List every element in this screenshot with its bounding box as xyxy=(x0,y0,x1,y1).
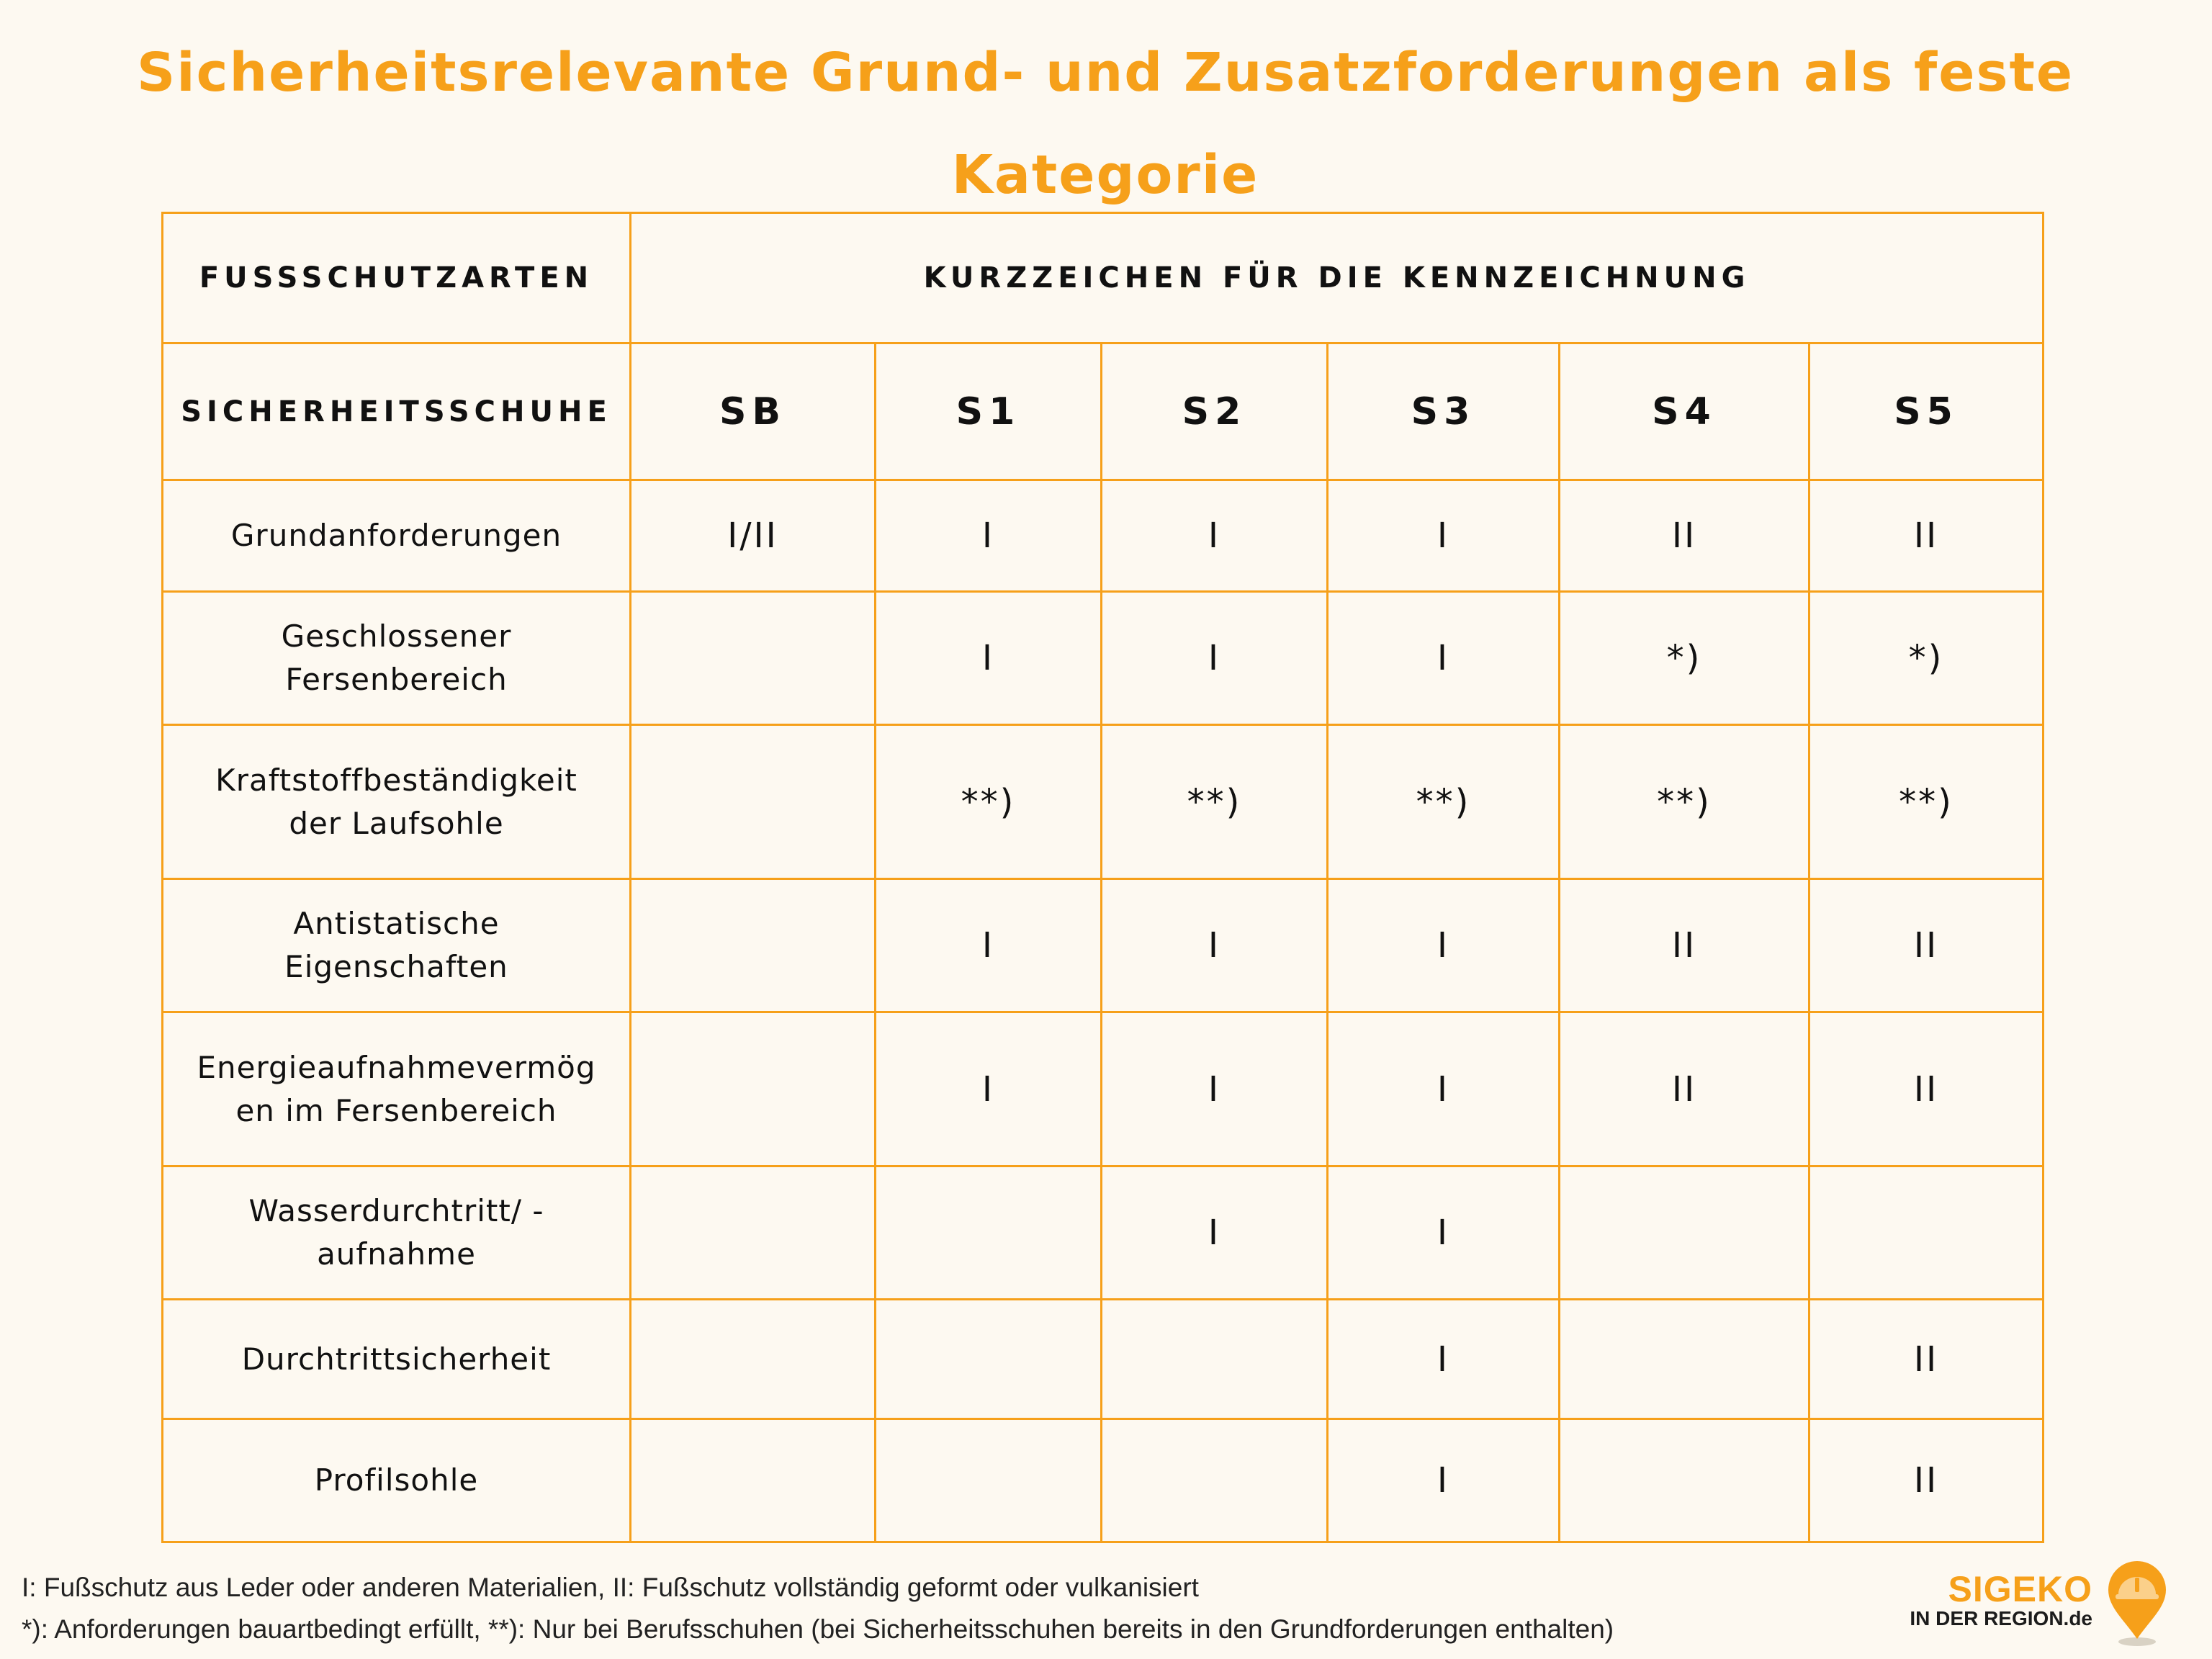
row-label: Antistatische Eigenschaften xyxy=(161,878,631,1013)
row-label-line: Eigenschaften xyxy=(284,949,508,984)
cell-sb xyxy=(629,1165,876,1300)
code-s1: S1 xyxy=(874,342,1102,481)
row-label-line: en im Fersenbereich xyxy=(235,1092,557,1128)
cell-s5 xyxy=(1807,1165,2045,1300)
code-sb: SB xyxy=(629,342,876,481)
cell-s4: **) xyxy=(1558,724,1810,880)
cell-s3: I xyxy=(1326,878,1560,1013)
cell-s3: I xyxy=(1326,590,1560,726)
cell-s4: II xyxy=(1558,479,1810,593)
row-label: Geschlossener Fersenbereich xyxy=(161,590,631,726)
logo-name: SIGEKO xyxy=(1948,1569,2092,1609)
code-s2: S2 xyxy=(1100,342,1328,481)
table-row: Durchtrittsicherheit I II xyxy=(161,1298,2045,1420)
header-footwear-types: FUSSSCHUTZARTEN xyxy=(161,212,631,344)
cell-sb xyxy=(629,590,876,726)
code-s5: S5 xyxy=(1807,342,2045,481)
row-label: Durchtrittsicherheit xyxy=(161,1298,631,1420)
table-row: Grundanforderungen I/II I I I II II xyxy=(161,479,2045,593)
codes-row: SICHERHEITSSCHUHE SB S1 S2 S3 S4 S5 xyxy=(161,342,2045,481)
cell-s2: I xyxy=(1100,1165,1328,1300)
footnotes: I: Fußschutz aus Leder oder anderen Mate… xyxy=(22,1567,1614,1650)
footnote-material-legend: I: Fußschutz aus Leder oder anderen Mate… xyxy=(22,1573,1199,1602)
cell-s4 xyxy=(1558,1418,1810,1543)
cell-s5: II xyxy=(1807,479,2045,593)
footnote-asterisk-legend: *): Anforderungen bauartbedingt erfüllt,… xyxy=(22,1614,1614,1644)
row-label-line: aufnahme xyxy=(317,1236,476,1272)
cell-s2: I xyxy=(1100,590,1328,726)
row-label-line: Kraftstoffbeständigkeit xyxy=(215,762,577,798)
cell-sb xyxy=(629,1011,876,1167)
cell-s2 xyxy=(1100,1298,1328,1420)
cell-s1: I xyxy=(874,878,1102,1013)
row-label-line: Geschlossener xyxy=(281,619,512,654)
row-label-line: Antistatische xyxy=(293,906,500,941)
table-row: Energieaufnahmevermög en im Fersenbereic… xyxy=(161,1011,2045,1167)
cell-sb xyxy=(629,1418,876,1543)
page-title: Sicherheitsrelevante Grund- und Zusatzfo… xyxy=(86,22,2124,226)
title-line-2: Kategorie xyxy=(951,144,1259,206)
cell-s1 xyxy=(874,1418,1102,1543)
code-s3: S3 xyxy=(1326,342,1560,481)
cell-s3: I xyxy=(1326,1011,1560,1167)
table-row: Kraftstoffbeständigkeit der Laufsohle **… xyxy=(161,724,2045,880)
title-line-1: Sicherheitsrelevante Grund- und Zusatzfo… xyxy=(136,42,2074,104)
cell-s3: I xyxy=(1326,1165,1560,1300)
table-row: Geschlossener Fersenbereich I I I *) *) xyxy=(161,590,2045,726)
code-s4: S4 xyxy=(1558,342,1810,481)
cell-s3: **) xyxy=(1326,724,1560,880)
cell-s4: *) xyxy=(1558,590,1810,726)
row-label-line: der Laufsohle xyxy=(289,805,504,841)
row-label: Profilsohle xyxy=(161,1418,631,1543)
requirements-table: FUSSSCHUTZARTEN KURZZEICHEN FÜR DIE KENN… xyxy=(161,212,2045,1543)
cell-s5: II xyxy=(1807,1298,2045,1420)
cell-sb: I/II xyxy=(629,479,876,593)
cell-s2: I xyxy=(1100,479,1328,593)
cell-s4 xyxy=(1558,1298,1810,1420)
table-row: Profilsohle I II xyxy=(161,1418,2045,1543)
cell-s4: II xyxy=(1558,878,1810,1013)
header-row: FUSSSCHUTZARTEN KURZZEICHEN FÜR DIE KENN… xyxy=(161,212,2045,344)
cell-s2: I xyxy=(1100,1011,1328,1167)
row-label: Kraftstoffbeständigkeit der Laufsohle xyxy=(161,724,631,880)
header-marking-codes: KURZZEICHEN FÜR DIE KENNZEICHNUNG xyxy=(629,212,2045,344)
subheader-safety-shoes: SICHERHEITSSCHUHE xyxy=(161,342,631,481)
row-label: Energieaufnahmevermög en im Fersenbereic… xyxy=(161,1011,631,1167)
row-label: Grundanforderungen xyxy=(161,479,631,593)
cell-s2 xyxy=(1100,1418,1328,1543)
cell-s5: II xyxy=(1807,1418,2045,1543)
cell-s3: I xyxy=(1326,1298,1560,1420)
sigeko-logo: SIGEKO IN DER REGION.de xyxy=(1910,1555,2193,1649)
cell-s4: II xyxy=(1558,1011,1810,1167)
cell-sb xyxy=(629,1298,876,1420)
cell-s1: I xyxy=(874,479,1102,593)
cell-s5: II xyxy=(1807,1011,2045,1167)
row-label: Wasserdurchtritt/ - aufnahme xyxy=(161,1165,631,1300)
cell-s5: **) xyxy=(1807,724,2045,880)
location-pin-hardhat-icon xyxy=(2108,1561,2166,1646)
cell-s3: I xyxy=(1326,1418,1560,1543)
cell-s5: II xyxy=(1807,878,2045,1013)
row-label-line: Wasserdurchtritt/ - xyxy=(248,1193,544,1228)
cell-s1 xyxy=(874,1165,1102,1300)
cell-s1: I xyxy=(874,1011,1102,1167)
cell-s1: I xyxy=(874,590,1102,726)
cell-s1: **) xyxy=(874,724,1102,880)
cell-sb xyxy=(629,878,876,1013)
cell-s2: I xyxy=(1100,878,1328,1013)
table-row: Antistatische Eigenschaften I I I II II xyxy=(161,878,2045,1013)
cell-s2: **) xyxy=(1100,724,1328,880)
cell-s4 xyxy=(1558,1165,1810,1300)
row-label-line: Energieaufnahmevermög xyxy=(197,1049,596,1085)
cell-s3: I xyxy=(1326,479,1560,593)
cell-s1 xyxy=(874,1298,1102,1420)
cell-sb xyxy=(629,724,876,880)
cell-s5: *) xyxy=(1807,590,2045,726)
logo-tagline: IN DER REGION.de xyxy=(1910,1607,2092,1629)
row-label-line: Fersenbereich xyxy=(285,662,508,697)
table-row: Wasserdurchtritt/ - aufnahme I I xyxy=(161,1165,2045,1300)
